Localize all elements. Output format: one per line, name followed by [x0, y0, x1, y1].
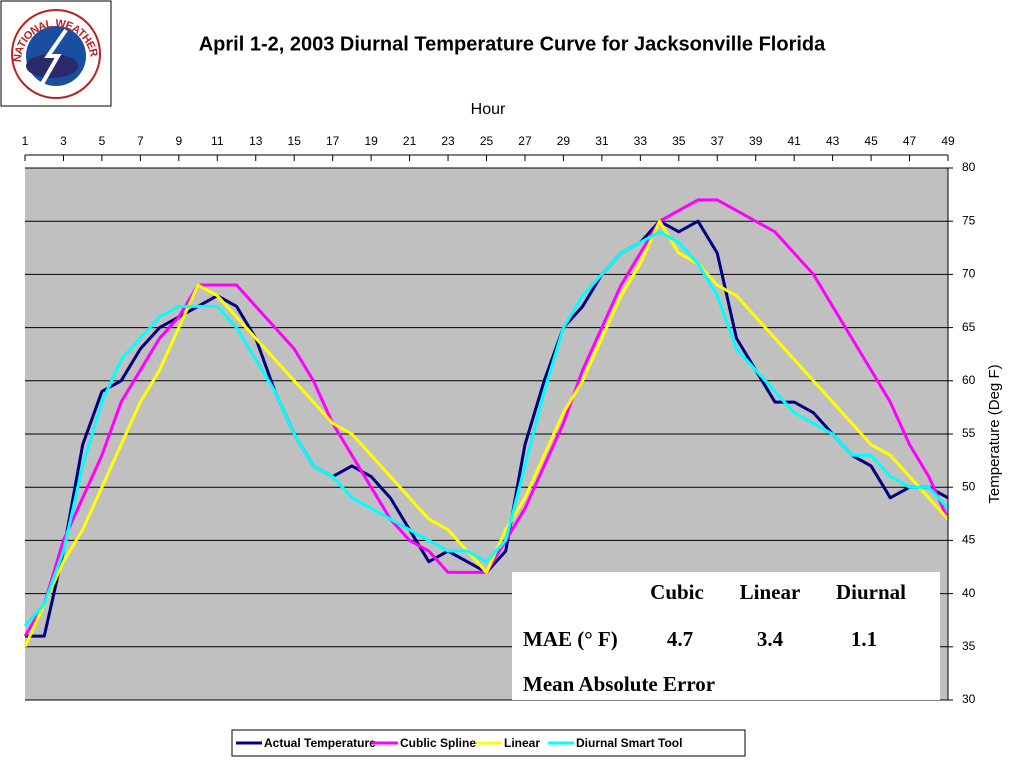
table-header: Diurnal	[836, 580, 906, 604]
chart-title: April 1-2, 2003 Diurnal Temperature Curv…	[199, 33, 826, 55]
x-tick-label: 39	[749, 134, 763, 148]
series-line	[23, 219, 950, 648]
table-header: Cubic	[650, 580, 704, 604]
legend-label: Actual Temperature	[264, 736, 376, 750]
legend-label: Cublic Spline	[400, 736, 476, 750]
table-cell: 1.1	[851, 627, 877, 651]
table-cell: 3.4	[757, 627, 784, 651]
mae-box	[512, 572, 940, 700]
x-tick-label: 35	[672, 134, 686, 148]
x-tick-label: 29	[557, 134, 571, 148]
y-tick-label: 40	[962, 586, 976, 600]
x-tick-label: 31	[595, 134, 609, 148]
y-tick-label: 50	[962, 479, 976, 493]
x-tick-label: 1	[22, 134, 29, 148]
series-line	[23, 230, 950, 627]
x-tick-label: 21	[403, 134, 417, 148]
x-tick-label: 27	[518, 134, 532, 148]
x-tick-label: 23	[441, 134, 455, 148]
y-tick-label: 65	[962, 320, 976, 334]
x-tick-label: 45	[864, 134, 878, 148]
x-tick-label: 41	[787, 134, 801, 148]
y-tick-label: 70	[962, 267, 976, 281]
x-tick-label: 43	[826, 134, 840, 148]
logo-bolt	[40, 28, 68, 85]
x-tick-label: 15	[288, 134, 302, 148]
table-caption: Mean Absolute Error	[523, 672, 715, 696]
x-axis-label: Hour	[471, 101, 506, 118]
table-row-label: MAE (° F)	[523, 627, 618, 651]
x-tick-label: 11	[211, 134, 224, 148]
y-tick-label: 35	[962, 639, 976, 653]
y-tick-label: 55	[962, 426, 976, 440]
x-tick-label: 5	[99, 134, 106, 148]
x-tick-label: 19	[364, 134, 378, 148]
table-header: Linear	[740, 580, 801, 604]
legend-label: Diurnal Smart Tool	[576, 736, 682, 750]
x-tick-label: 49	[941, 134, 955, 148]
y-tick-label: 60	[962, 373, 976, 387]
x-tick-label: 47	[903, 134, 917, 148]
x-tick-label: 25	[480, 134, 494, 148]
x-tick-label: 13	[249, 134, 263, 148]
x-tick-label: 33	[634, 134, 648, 148]
x-tick-label: 17	[326, 134, 340, 148]
table-cell: 4.7	[667, 627, 693, 651]
x-tick-label: 7	[137, 134, 144, 148]
legend-label: Linear	[504, 736, 540, 750]
y-tick-label: 80	[962, 160, 976, 174]
y-tick-label: 30	[962, 692, 976, 706]
x-tick-label: 9	[175, 134, 182, 148]
data-layer	[23, 167, 950, 701]
x-tick-label: 37	[711, 134, 725, 148]
y-axis-label: Temperature (Deg F)	[986, 364, 1003, 503]
y-tick-label: 45	[962, 533, 976, 547]
x-tick-label: 3	[60, 134, 67, 148]
y-tick-label: 75	[962, 213, 976, 227]
